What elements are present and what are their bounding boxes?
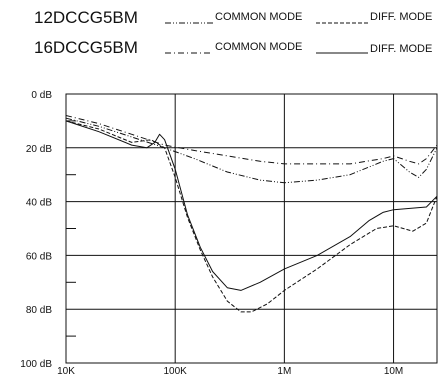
legend-common-mode-label: COMMON MODE (215, 41, 303, 53)
y-tick-label: 0 dB (31, 90, 52, 101)
x-tick-label: 100K (164, 366, 188, 376)
legend-model-label: 12DCCG5BM (34, 8, 138, 27)
legend-row: 16DCCG5BM COMMON MODE DIFF. MODE (0, 38, 440, 58)
y-tick-label: 40 dB (26, 198, 52, 209)
series-line (65, 117, 438, 184)
series-line (65, 115, 438, 165)
y-tick-label: 100 dB (20, 359, 52, 370)
y-tick-label: 20 dB (26, 144, 52, 155)
legend-common-mode-label: COMMON MODE (215, 11, 303, 23)
x-tick-label: 10K (57, 366, 75, 376)
series-line (65, 120, 438, 313)
legend-diff-mode-label: DIFF. MODE (370, 43, 433, 55)
plot-frame (65, 93, 438, 364)
legend-diff-mode-label: DIFF. MODE (370, 11, 433, 23)
series-line (65, 120, 438, 291)
y-tick-label: 80 dB (26, 305, 52, 316)
legend-row: 12DCCG5BM COMMON MODE DIFF. MODE (0, 8, 440, 28)
x-tick-label: 10M (384, 366, 403, 376)
x-tick-label: 1M (277, 366, 291, 376)
y-tick-label: 60 dB (26, 251, 52, 262)
legend-model-label: 16DCCG5BM (34, 38, 138, 57)
